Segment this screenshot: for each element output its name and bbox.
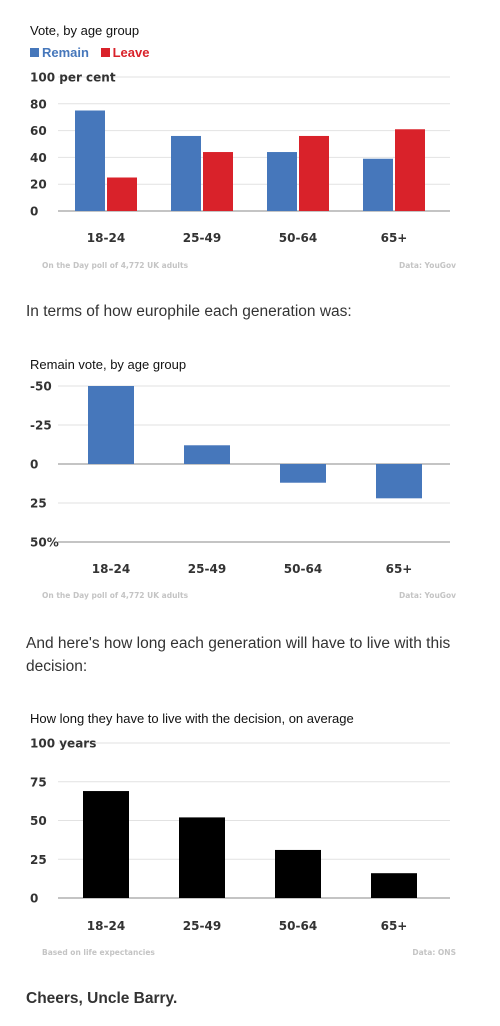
source-credit: Data: ONS [412,948,456,957]
chart-years-to-live-plot: 0 25 50 75 100 years 18-24 25-49 50-64 65+ Based … [30,737,456,958]
x-tick-label: 25-49 [188,562,226,576]
source-note: Based on life expectancies [42,948,155,957]
source-note: On the Day poll of 4,772 UK adults [42,591,189,600]
bar-value-65+ [371,873,417,898]
x-tick-label: 25-49 [183,231,221,245]
x-tick-label: 18-24 [87,919,125,933]
bar-leave-25-49 [203,152,233,211]
bar-remain-50-64 [267,152,297,211]
bar-value-25-49 [179,817,225,898]
chart-vote-by-age-plot: 0 20 40 60 80 100 per cent 18-24 25-49 50-64 65+ O… [30,71,456,271]
chart-vote-by-age: Vote, by age group Remain Leave 0 20 40 60 8… [0,0,500,280]
bar-value-25-49 [184,445,230,464]
y-tick-label: 80 [30,97,47,111]
x-tick-label: 50-64 [279,919,317,933]
y-tick-label: 100 years [30,737,96,751]
chart-title: Vote, by age group [30,23,140,38]
signoff: Cheers, Uncle Barry. [26,990,178,1007]
chart-remain-vote-plot: 50% 25 0 -25 -50 18-24 25-49 50-64 65+ On the Day… [30,380,456,601]
y-tick-label: 0 [30,458,38,472]
chart-legend: Remain Leave [30,45,157,60]
y-tick-label: 20 [30,178,47,192]
x-tick-label: 65+ [381,231,408,245]
paragraph-how-long: And here's how long each generation will… [26,635,451,675]
legend-label-leave: Leave [112,45,150,60]
bar-remain-25-49 [171,135,201,211]
y-tick-label: 40 [30,151,47,165]
source-note: On the Day poll of 4,772 UK adults [42,261,189,270]
source-credit: Data: YouGov [399,591,456,600]
bar-value-18-24 [83,791,129,898]
source-credit: Data: YouGov [399,261,456,270]
y-tick-label: 100 per cent [30,71,116,85]
y-tick-label: 75 [30,775,47,789]
y-tick-label: -25 [30,419,52,433]
legend-swatch-leave [100,48,110,57]
x-tick-label: 50-64 [279,231,317,245]
y-tick-label: 0 [30,892,38,906]
chart-title: Remain vote, by age group [30,357,187,372]
bar-remain-18-24 [75,110,105,211]
legend-item-remain: Remain [30,45,93,60]
legend-item-leave: Leave [100,45,150,60]
legend-swatch-remain [30,48,39,57]
chart-remain-vote: Remain vote, by age group 50% 25 0 -25 -50 18… [0,345,500,620]
y-tick-label: 25 [30,497,47,511]
bar-value-50-64 [275,849,321,898]
bar-value-50-64 [280,464,326,483]
x-tick-label: 18-24 [92,562,130,576]
bar-leave-50-64 [299,135,329,211]
y-tick-label: 60 [30,124,47,138]
y-tick-label: 25 [30,853,47,867]
x-tick-label: 18-24 [87,231,125,245]
bar-value-18-24 [88,386,134,464]
x-tick-label: 25-49 [183,919,221,933]
bar-leave-65+ [395,129,425,211]
x-tick-label: 65+ [386,562,413,576]
y-tick-label: 50% [30,536,59,550]
x-tick-label: 65+ [381,919,408,933]
x-tick-label: 50-64 [284,562,322,576]
chart-title: How long they have to live with the deci… [30,711,354,726]
bar-leave-18-24 [107,177,137,211]
paragraph-europhile: In terms of how europhile each generatio… [26,303,352,320]
y-tick-label: -50 [30,380,52,394]
bar-value-65+ [376,464,422,499]
legend-label-remain: Remain [42,45,89,60]
y-tick-label: 0 [30,205,38,219]
chart-years-to-live: How long they have to live with the deci… [0,705,500,965]
bar-remain-65+ [363,158,393,211]
y-tick-label: 50 [30,814,47,828]
